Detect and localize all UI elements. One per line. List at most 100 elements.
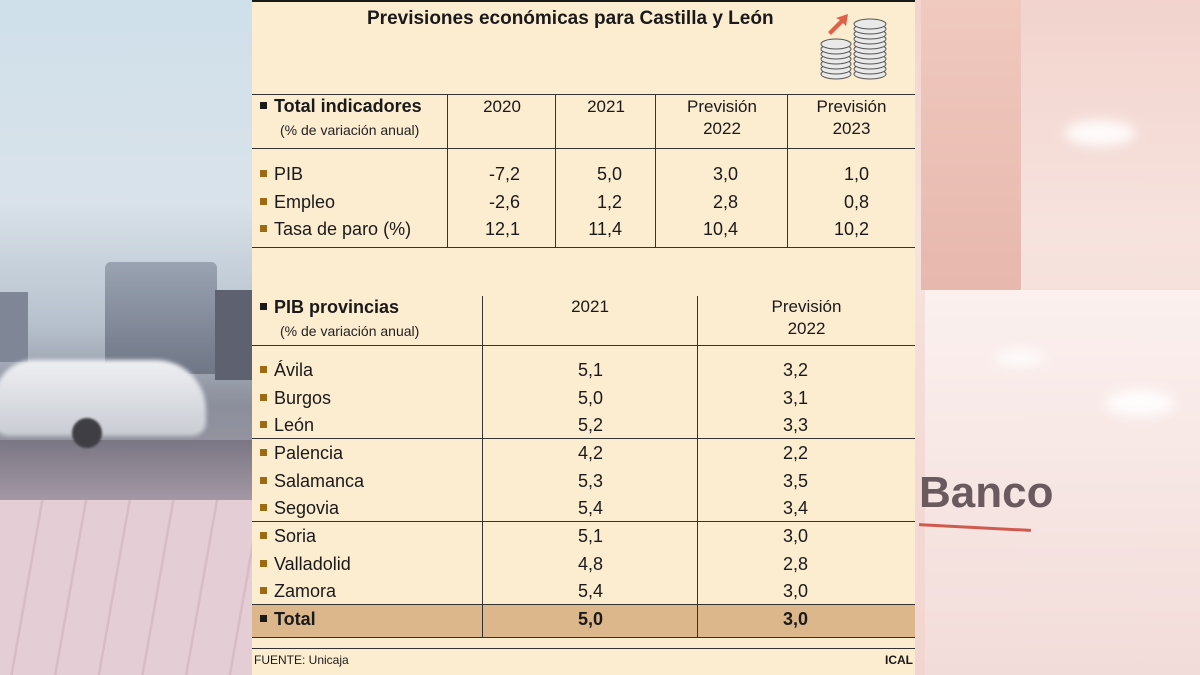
header-rule [252,148,915,149]
agency-credit: ICAL [885,653,913,667]
square-bullet-icon [260,393,267,401]
source-credit: FUENTE: Unicaja [254,653,349,667]
table-cell: 10,4 [702,219,738,239]
table-cell: 3,5 [782,471,808,491]
top-rule [252,0,915,2]
table-row-label: Zamora [260,581,336,602]
table-row-label: PIB [260,164,303,185]
table-row-label: Segovia [260,498,339,519]
total-rule [252,604,915,605]
total-cell: 5,0 [577,609,603,629]
square-bullet-icon [260,101,267,109]
table-cell: 5,4 [577,498,603,518]
column-header-2020: 2020 [483,97,521,116]
table-row-label: Burgos [260,388,331,409]
column-divider [697,296,698,637]
section-rule [252,94,915,95]
total-cell: 3,0 [782,609,808,629]
square-bullet-icon [260,586,267,594]
infographic-title: Previsiones económicas para Castilla y L… [367,8,774,29]
table-cell: 10,2 [833,219,869,239]
table-cell: 3,2 [782,360,808,380]
column-header-2021: 2021 [571,297,609,316]
background-building [215,290,252,380]
column-divider [697,604,698,637]
table-cell: 4,8 [577,554,603,574]
group-rule [252,438,915,439]
table-cell: 11,4 [588,219,622,239]
background-panel [921,0,1021,290]
background-bank-sign: Banco [919,468,1054,517]
header-rule [252,345,915,346]
column-header-prevision-2022: Previsión 2022 [771,297,842,338]
background-photo-bank: Banco [915,0,1200,675]
table-cell: 5,1 [577,526,603,546]
column-divider [482,604,483,637]
table-cell: 5,3 [577,471,603,491]
infographic-panel: Previsiones económicas para Castilla y L… [252,0,915,675]
footer-rule [252,648,915,649]
square-bullet-icon [260,169,267,177]
square-bullet-icon [260,503,267,511]
background-light [1105,390,1175,416]
square-bullet-icon [260,420,267,428]
table-cell: 5,0 [577,388,603,408]
table-row-label: Tasa de paro (%) [260,219,411,240]
indicadores-subheading: (% de variación anual) [280,122,420,138]
square-bullet-icon [260,224,267,232]
background-building [0,292,28,362]
table-cell: 1,2 [596,192,622,212]
section-rule [252,247,915,248]
table-cell: 3,0 [782,581,808,601]
column-divider [787,94,788,248]
table-cell: 3,0 [782,526,808,546]
table-cell: 2,8 [712,192,738,212]
table-cell: 5,1 [577,360,603,380]
table-cell: 5,4 [577,581,603,601]
table-cell: 2,2 [782,443,808,463]
square-bullet-icon [260,302,267,310]
table-cell: 0,8 [843,192,869,212]
background-light [995,350,1045,366]
table-row-label: Empleo [260,192,335,213]
table-cell: 12,1 [484,219,520,239]
background-building [105,262,217,374]
table-cell: 3,1 [782,388,808,408]
column-divider [555,94,556,248]
square-bullet-icon [260,365,267,373]
provincias-subheading: (% de variación anual) [280,323,420,339]
table-cell: 5,0 [596,164,622,184]
square-bullet-icon [260,476,267,484]
table-row-label: Ávila [260,360,313,381]
table-row-label: Soria [260,526,316,547]
background-car [0,360,206,436]
square-bullet-icon [260,559,267,567]
table-cell: 3,3 [782,415,808,435]
provincias-heading: PIB provincias [260,297,399,318]
background-photo-street [0,0,252,675]
table-cell: 1,0 [843,164,869,184]
table-cell: 3,4 [782,498,808,518]
total-row [252,604,915,637]
table-cell: 2,8 [782,554,808,574]
total-label: Total [260,609,316,630]
table-row-label: Salamanca [260,471,364,492]
table-cell: -7,2 [488,164,520,184]
coins-rising-icon [820,14,887,80]
bottom-rule [252,637,915,638]
group-rule [252,521,915,522]
background-wall [925,290,1200,675]
square-bullet-icon [260,531,267,539]
background-light [1065,120,1135,146]
table-cell: 4,2 [577,443,603,463]
column-header-prevision-2023: Previsión 2023 [816,97,887,138]
square-bullet-icon [260,197,267,205]
table-row-label: León [260,415,314,436]
table-row-label: Valladolid [260,554,351,575]
square-bullet-icon [260,448,267,456]
table-cell: -2,6 [488,192,520,212]
table-row-label: Palencia [260,443,343,464]
column-header-prevision-2022: Previsión 2022 [687,97,757,138]
column-header-2021: 2021 [587,97,625,116]
table-cell: 5,2 [577,415,603,435]
